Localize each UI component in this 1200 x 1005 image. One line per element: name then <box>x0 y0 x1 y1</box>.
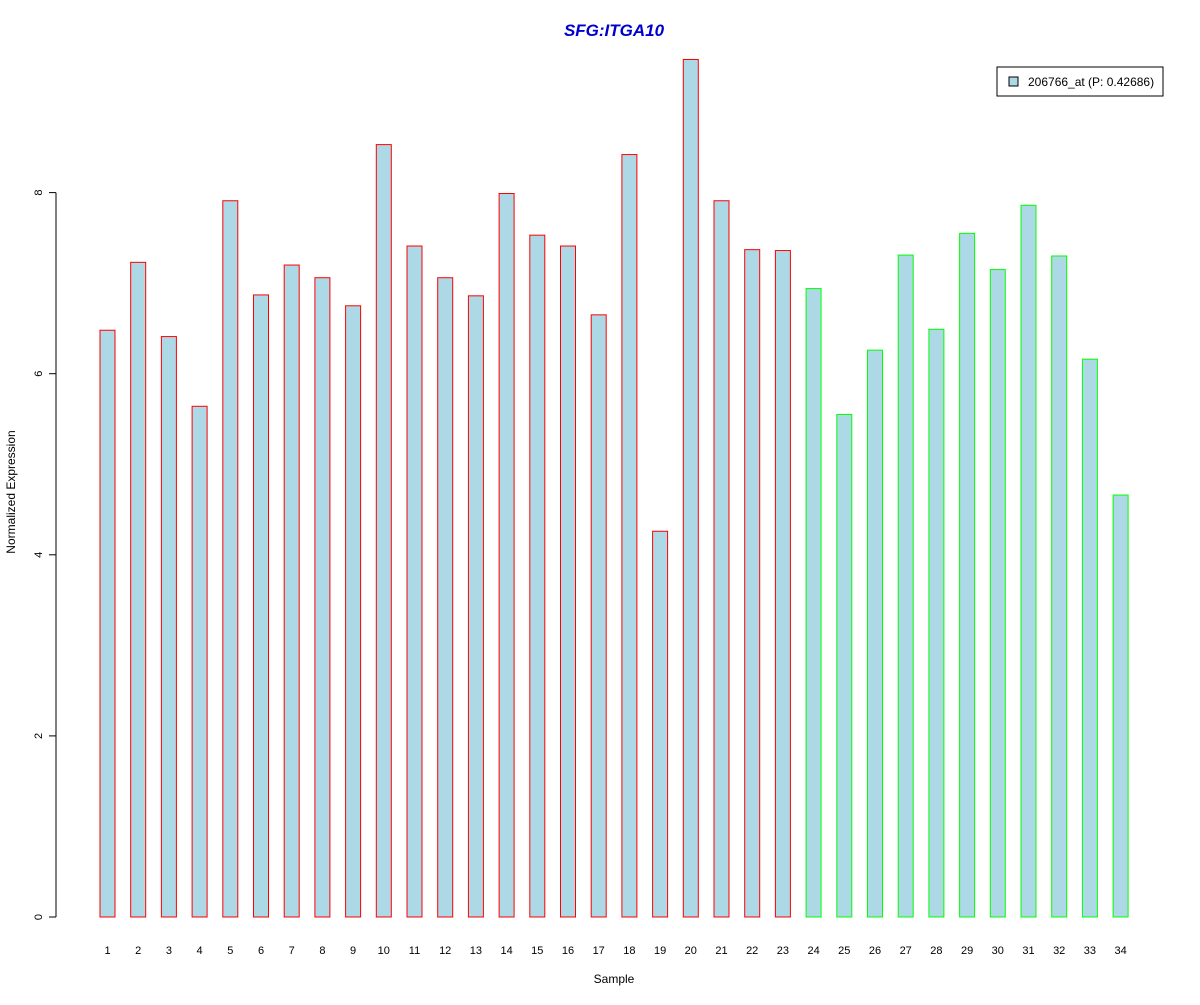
x-tick-label: 7 <box>289 945 295 957</box>
x-tick-label: 27 <box>900 945 912 957</box>
x-tick-label: 30 <box>992 945 1004 957</box>
x-tick-label: 18 <box>623 945 635 957</box>
y-tick-label: 8 <box>33 190 45 196</box>
x-tick-label: 11 <box>409 945 420 957</box>
y-axis: 0 2 4 6 8 <box>33 190 57 920</box>
x-axis-title: Sample <box>594 972 635 986</box>
bar-sample-32 <box>1051 255 1068 918</box>
x-tick-label: 8 <box>319 945 325 957</box>
x-tick-label: 10 <box>378 945 390 957</box>
bar-sample-19 <box>652 530 669 918</box>
bar-sample-34 <box>1112 494 1129 918</box>
y-tick-label: 6 <box>33 371 45 377</box>
x-tick-label: 13 <box>470 945 482 957</box>
x-tick-label: 24 <box>807 945 819 957</box>
x-tick-label: 33 <box>1084 945 1096 957</box>
legend-label: 206766_at (P: 0.42686) <box>1028 75 1154 89</box>
bar-sample-12 <box>437 277 454 918</box>
bar-sample-29 <box>959 232 976 918</box>
bar-sample-26 <box>867 349 883 918</box>
x-tick-label: 15 <box>531 945 543 957</box>
x-tick-label: 20 <box>685 945 697 957</box>
bar-sample-24 <box>805 288 822 918</box>
x-tick-labels: 1 2 3 4 5 6 7 8 9 10 11 12 13 14 15 16 17 18 19 20 21 22 23 24 2… <box>104 945 1126 957</box>
bar-sample-18 <box>621 154 638 918</box>
x-tick-label: 6 <box>258 945 264 957</box>
bar-sample-15 <box>529 234 546 918</box>
x-tick-label: 29 <box>961 945 973 957</box>
bar-sample-7 <box>283 264 300 918</box>
bar-sample-6 <box>253 294 269 918</box>
y-tick-label: 0 <box>33 914 45 920</box>
chart-title: SFG:ITGA10 <box>564 21 665 40</box>
bar-sample-13 <box>467 295 484 918</box>
x-tick-label: 32 <box>1053 945 1065 957</box>
x-tick-label: 23 <box>777 945 789 957</box>
bar-sample-17 <box>590 314 607 918</box>
bar-sample-33 <box>1081 358 1098 918</box>
bar-sample-1 <box>99 329 116 918</box>
x-tick-label: 19 <box>654 945 666 957</box>
legend-swatch <box>1008 76 1019 87</box>
bar-sample-10 <box>375 144 392 918</box>
bar-sample-31 <box>1020 204 1037 918</box>
x-tick-label: 4 <box>197 945 203 957</box>
bar-sample-28 <box>928 328 945 918</box>
bar-sample-4 <box>191 405 208 918</box>
x-tick-label: 28 <box>930 945 942 957</box>
bar-sample-20 <box>682 58 699 918</box>
bar-sample-27 <box>897 254 914 918</box>
bars <box>99 58 1129 918</box>
bar-sample-3 <box>160 336 177 918</box>
x-tick-label: 3 <box>166 945 172 957</box>
x-tick-label: 22 <box>746 945 758 957</box>
x-tick-label: 2 <box>135 945 141 957</box>
x-tick-label: 25 <box>838 945 850 957</box>
bar-sample-14 <box>498 193 515 918</box>
legend-box <box>996 66 1164 97</box>
bar-sample-22 <box>744 249 761 918</box>
x-tick-label: 34 <box>1114 945 1126 957</box>
y-tick-label: 2 <box>33 733 45 739</box>
bar-sample-5 <box>222 200 239 918</box>
x-tick-label: 17 <box>593 945 605 957</box>
bar-sample-25 <box>836 413 853 918</box>
bar-sample-8 <box>314 277 331 918</box>
bar-sample-16 <box>560 245 576 918</box>
x-tick-label: 21 <box>715 945 727 957</box>
bar-sample-11 <box>406 245 423 918</box>
x-tick-label: 26 <box>869 945 881 957</box>
y-axis-title: Normalized Expression <box>4 430 18 553</box>
x-tick-label: 1 <box>104 945 110 957</box>
bar-sample-2 <box>130 261 147 918</box>
x-tick-label: 31 <box>1022 945 1034 957</box>
x-tick-label: 12 <box>439 945 451 957</box>
y-tick-label: 4 <box>33 552 45 558</box>
bar-sample-21 <box>713 200 730 918</box>
bar-sample-30 <box>989 269 1006 918</box>
bar-sample-9 <box>345 305 362 918</box>
x-tick-label: 14 <box>500 945 512 957</box>
bar-sample-23 <box>774 250 791 918</box>
legend: 206766_at (P: 0.42686) <box>996 66 1164 97</box>
x-tick-label: 9 <box>350 945 356 957</box>
x-tick-label: 16 <box>562 945 574 957</box>
x-tick-label: 5 <box>227 945 233 957</box>
